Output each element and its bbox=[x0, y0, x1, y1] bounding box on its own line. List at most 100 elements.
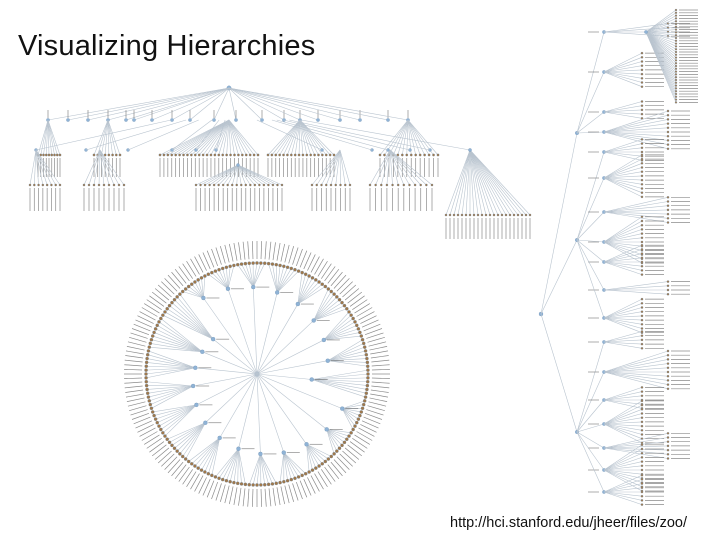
lr-leaf-node bbox=[666, 122, 670, 125]
radial-leaf-node bbox=[203, 470, 207, 474]
lr-leaf-node bbox=[640, 228, 644, 231]
radial-leaf-node bbox=[148, 402, 153, 407]
radial-leaf-node bbox=[148, 341, 153, 346]
radial-leaf-label bbox=[368, 401, 387, 407]
tree-link bbox=[576, 371, 605, 433]
tree-leaf-node bbox=[122, 183, 126, 187]
radial-leaf-node bbox=[365, 387, 369, 392]
radial-leaf-label bbox=[129, 337, 147, 343]
tree-link bbox=[603, 350, 669, 373]
radial-leaf-label bbox=[371, 377, 390, 379]
tree-link bbox=[576, 423, 605, 433]
radial-leaf-node bbox=[307, 470, 311, 474]
radial-link bbox=[327, 346, 365, 361]
radial-leaf-label bbox=[171, 271, 184, 287]
radial-internal-node bbox=[217, 435, 222, 441]
lr-leaf-node bbox=[666, 208, 670, 212]
tree-link bbox=[603, 229, 643, 243]
lr-leaf-node bbox=[674, 76, 678, 79]
lr-leaf-node bbox=[666, 448, 670, 452]
radial-internal-node bbox=[190, 383, 196, 389]
tree-link bbox=[222, 119, 230, 156]
radial-leaf-label bbox=[174, 268, 187, 284]
tree-link bbox=[603, 111, 643, 119]
tree-link bbox=[603, 57, 643, 73]
radial-link bbox=[342, 400, 365, 409]
lr-leaf-node bbox=[640, 330, 644, 333]
radial-link bbox=[233, 448, 239, 483]
tree-link bbox=[339, 149, 341, 186]
radial-link bbox=[313, 305, 345, 321]
tree-link bbox=[175, 119, 230, 156]
tree-link bbox=[227, 164, 239, 186]
tree-link bbox=[231, 164, 239, 186]
tree-leaf-node bbox=[328, 153, 332, 157]
tree-link bbox=[603, 131, 669, 150]
tree-link bbox=[645, 31, 677, 47]
tree-link bbox=[47, 119, 55, 156]
lr-leaf-node bbox=[640, 150, 644, 154]
radial-leaf-label bbox=[363, 323, 381, 332]
tree-link bbox=[228, 87, 389, 121]
tree-link bbox=[603, 289, 669, 295]
tree-leaf-node bbox=[212, 183, 216, 187]
tree-link bbox=[271, 119, 373, 151]
radial-leaf-node bbox=[349, 313, 353, 317]
radial-leaf-label bbox=[131, 413, 150, 420]
tree-node bbox=[188, 118, 192, 122]
tree-link bbox=[603, 335, 643, 343]
radial-leaf-label bbox=[317, 471, 328, 487]
radial-leaf-node bbox=[320, 462, 324, 466]
tree-link bbox=[576, 177, 605, 241]
radial-leaf-node bbox=[314, 278, 318, 282]
radial-link bbox=[313, 299, 340, 321]
tree-link bbox=[603, 249, 643, 263]
radial-leaf-node bbox=[220, 266, 225, 271]
radial-leaf-label bbox=[327, 268, 340, 284]
lr-leaf-node bbox=[640, 252, 644, 255]
tree-link bbox=[603, 71, 643, 75]
radial-leaf-label bbox=[367, 405, 385, 411]
radial-link bbox=[222, 448, 239, 480]
lr-leaf-node bbox=[666, 358, 670, 361]
radial-leaf-node bbox=[146, 395, 151, 399]
tree-link bbox=[603, 341, 643, 349]
radial-link bbox=[147, 385, 194, 394]
lr-leaf-node bbox=[640, 416, 644, 419]
tree-leaf-node bbox=[317, 153, 320, 157]
tree-link bbox=[237, 164, 278, 186]
radial-link bbox=[205, 373, 258, 423]
tree-link bbox=[228, 119, 235, 156]
radial-leaf-label bbox=[124, 381, 143, 384]
radial-link bbox=[326, 429, 347, 440]
tree-link bbox=[191, 119, 230, 156]
tree-leaf-node bbox=[432, 153, 435, 157]
radial-leaf-node bbox=[278, 263, 282, 268]
tree-leaf-node bbox=[405, 153, 409, 157]
radial-leaf-node bbox=[153, 417, 158, 421]
tree-link bbox=[603, 491, 643, 505]
tree-link bbox=[469, 149, 491, 216]
radial-leaf-node bbox=[363, 349, 368, 353]
radial-leaf-node bbox=[152, 330, 156, 335]
radial-leaf-node bbox=[300, 270, 304, 275]
radial-link bbox=[342, 408, 362, 413]
tree-link bbox=[198, 119, 230, 156]
tree-link bbox=[603, 317, 643, 333]
lr-leaf-node bbox=[640, 443, 644, 447]
radial-leaf-label bbox=[252, 488, 254, 507]
radial-leaf-node bbox=[355, 420, 359, 425]
tree-link bbox=[645, 29, 677, 33]
tree-link bbox=[301, 119, 471, 151]
radial-leaf-label bbox=[272, 487, 276, 506]
tree-link bbox=[202, 119, 230, 156]
tree-link bbox=[47, 119, 58, 156]
radial-leaf-label bbox=[370, 350, 389, 355]
radial-link bbox=[297, 283, 323, 305]
radial-leaf-node bbox=[183, 457, 188, 461]
radial-leaf-node bbox=[255, 261, 259, 265]
tree-leaf-node bbox=[276, 183, 279, 187]
tree-link bbox=[576, 239, 605, 263]
radial-leaf-label bbox=[310, 256, 320, 273]
tree-leaf-node bbox=[107, 153, 111, 157]
